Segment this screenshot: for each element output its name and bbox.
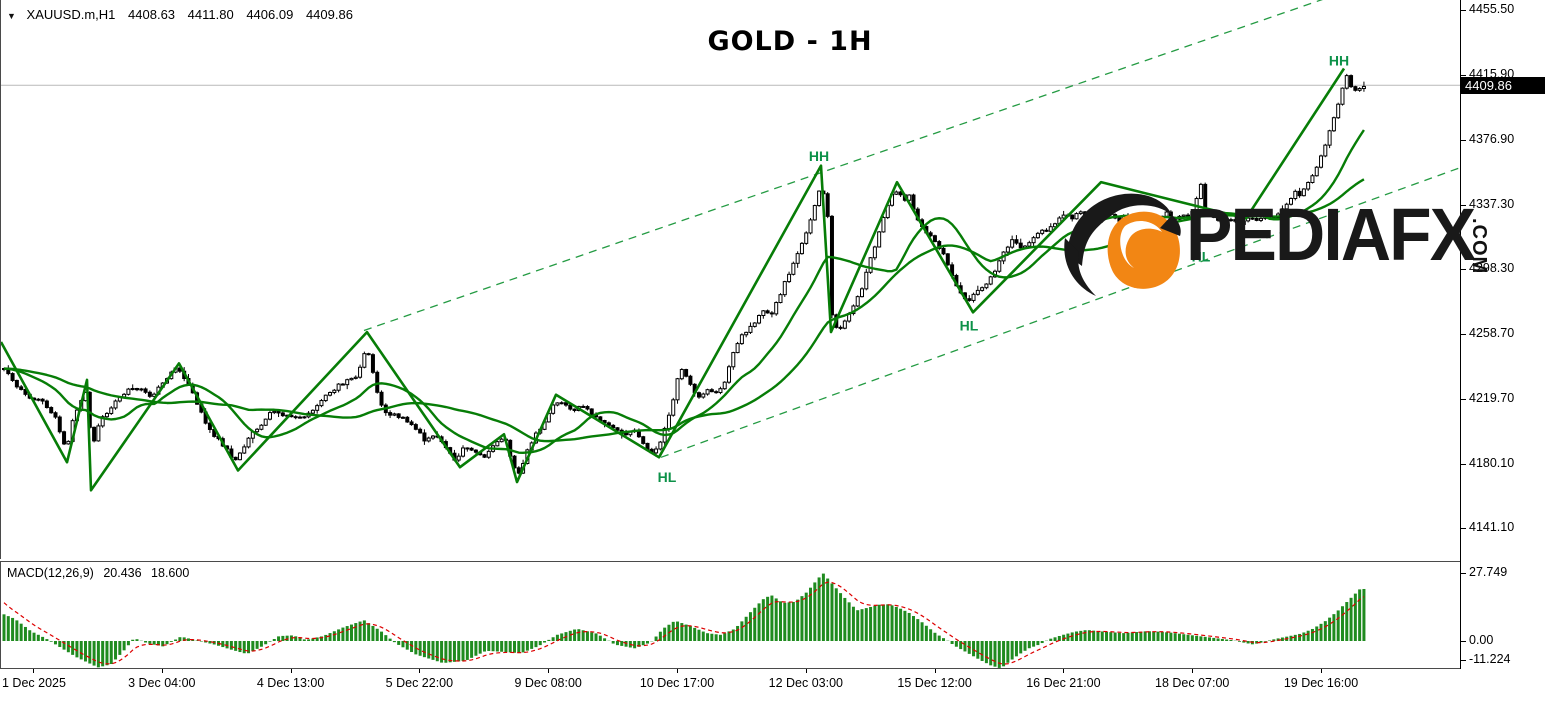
time-axis[interactable]: 1 Dec 2025 3 Dec 04:00 4 Dec 13:00 5 Dec 22…: [0, 669, 1460, 703]
macd-axis-label: 0.00: [1469, 633, 1494, 647]
price-axis-label: 4455.50: [1469, 2, 1515, 16]
price-axis-tick: [1461, 10, 1466, 11]
macd-axis-label: -11.224: [1469, 652, 1511, 666]
chart-title: GOLD - 1H: [707, 26, 873, 57]
time-axis-label: 12 Dec 03:00: [768, 676, 843, 690]
time-axis-tick: [161, 669, 163, 673]
price-axis-label: 4298.30: [1469, 261, 1515, 275]
macd-panel[interactable]: [0, 561, 1460, 669]
time-axis-tick: [677, 669, 678, 673]
price-axis-tick: [1461, 75, 1466, 77]
ohlc-low: 4406.09: [246, 7, 294, 22]
price-axis-tick: [1461, 463, 1466, 465]
price-axis-tick: [1461, 269, 1466, 270]
time-axis-tick: [1192, 669, 1194, 673]
macd-axis-tick: [1461, 641, 1466, 642]
time-axis-tick: [934, 669, 936, 673]
time-axis-tick: [290, 669, 292, 673]
swing-label-hh: HH: [1329, 52, 1349, 68]
time-axis-label: 18 Dec 07:00: [1155, 676, 1230, 690]
price-axis[interactable]: 4455.50 4415.90 4376.90 4337.30 4298.30 4258.…: [1460, 0, 1545, 703]
price-axis-tick: [1461, 528, 1466, 529]
time-axis-tick: [805, 669, 807, 673]
price-axis-label: 4141.10: [1469, 520, 1515, 534]
macd-axis-tick: [1461, 573, 1466, 574]
symbol-label: XAUUSD.m,H1: [26, 7, 116, 22]
zigzag-indicator: [1, 67, 1346, 492]
axis-line: [1460, 0, 1461, 669]
macd-name: MACD(12,26,9): [7, 566, 94, 580]
macd-axis-label: 27.749: [1469, 565, 1508, 579]
main-chart-panel[interactable]: HH HL HL HL HH: [0, 0, 1461, 559]
upper-channel-line: [363, 0, 1323, 332]
time-axis-tick: [1063, 669, 1065, 673]
swing-label-hh: HH: [809, 148, 829, 164]
time-axis-label: 4 Dec 13:00: [256, 676, 325, 690]
macd-signal-line: [3, 581, 1365, 665]
price-axis-label: 4337.30: [1469, 196, 1515, 211]
ohlc-open: 4408.63: [128, 7, 176, 22]
price-axis-tick: [1461, 204, 1466, 206]
lower-channel-line: [660, 166, 1461, 458]
time-axis-tick: [1321, 669, 1322, 673]
symbol-info-bar: ▼ XAUUSD.m,H1 4408.63 4411.80 4406.09 44…: [7, 7, 353, 22]
time-axis-tick: [419, 669, 421, 673]
price-chart-surface[interactable]: HH HL HL HL HH: [1, 0, 1461, 559]
price-axis-label: 4219.70: [1469, 390, 1515, 405]
swing-label-hl: HL: [1192, 248, 1211, 264]
moving-average-fast: [3, 129, 1365, 455]
ohlc-close: 4409.86: [305, 7, 353, 22]
swing-label-hl: HL: [960, 318, 979, 334]
time-axis-label: 9 Dec 08:00: [514, 676, 582, 690]
price-axis-tick: [1461, 139, 1466, 141]
current-price-badge: 4409.86: [1461, 77, 1545, 95]
time-axis-tick: [548, 669, 550, 673]
time-axis-label: 1 Dec 2025: [2, 676, 66, 690]
macd-histogram: [2, 573, 1366, 668]
symbol-dropdown-icon[interactable]: ▼: [7, 11, 16, 21]
macd-axis-tick: [1461, 660, 1466, 661]
time-axis-label: 16 Dec 21:00: [1026, 676, 1101, 690]
swing-label-hl: HL: [658, 469, 677, 485]
macd-surface[interactable]: [1, 562, 1459, 668]
time-axis-label: 15 Dec 12:00: [897, 676, 972, 690]
time-axis-label: 10 Dec 17:00: [639, 676, 715, 690]
time-axis-tick: [33, 669, 34, 673]
macd-info-label: MACD(12,26,9) 20.436 18.600: [7, 566, 195, 580]
price-axis-tick: [1461, 398, 1466, 400]
price-axis-label: 4180.10: [1469, 455, 1515, 470]
price-axis-label: 4376.90: [1469, 131, 1515, 146]
time-axis-label: 5 Dec 22:00: [385, 676, 454, 690]
macd-signal-value: 18.600: [151, 566, 190, 580]
time-axis-label: 19 Dec 16:00: [1283, 676, 1359, 690]
price-axis-tick: [1461, 334, 1466, 336]
ohlc-high: 4411.80: [187, 7, 234, 22]
macd-main-value: 20.436: [103, 566, 142, 580]
time-axis-label: 3 Dec 04:00: [128, 676, 196, 690]
price-axis-label: 4258.70: [1469, 326, 1515, 341]
